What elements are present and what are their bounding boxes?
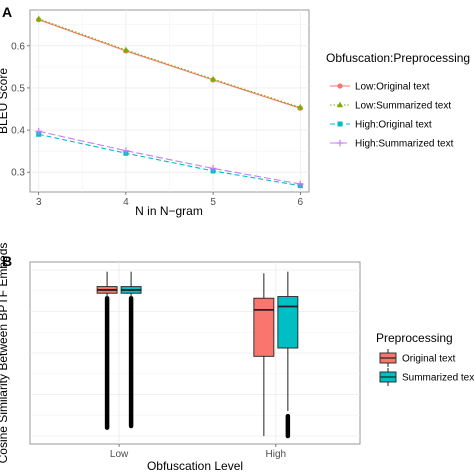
panel-a-y-ticks: 0.3 0.4 0.5 0.6 xyxy=(11,41,30,179)
panel-a-legend-label: Low:Summarized text xyxy=(355,101,451,112)
panel-a-data-point xyxy=(209,165,217,172)
panel-b-y-axis-title: Cosine Similarity Between BPTF Embeds xyxy=(0,243,10,464)
panel-b: B Low High Obfuscation Level Cosine Simil… xyxy=(0,243,474,473)
panel-a-legend-label: High:Original text xyxy=(355,120,432,131)
panel-a-series-line xyxy=(38,18,301,108)
panel-a-data-point xyxy=(296,180,304,188)
panel-a-label: A xyxy=(2,4,12,20)
panel-a-y-tick-label: 0.6 xyxy=(11,41,25,52)
panel-b-x-axis-title: Obfuscation Level xyxy=(147,459,243,473)
panel-b-label: B xyxy=(2,253,12,269)
panel-b-boxes xyxy=(96,271,299,439)
panel-a-y-tick-label: 0.3 xyxy=(11,168,25,179)
panel-b-legend-label: Summarized text xyxy=(402,373,474,384)
panel-b-legend-title: Preprocessing xyxy=(376,331,453,345)
panel-a-x-tick-label: 3 xyxy=(36,197,42,208)
panel-a-data-point xyxy=(35,127,43,135)
panel-a-series-line xyxy=(38,19,301,109)
panel-b-legend: Preprocessing Original text Summarized te… xyxy=(376,331,474,386)
panel-b-box xyxy=(253,297,275,357)
panel-a-series-line xyxy=(38,133,301,187)
panel-a-x-tick-label: 6 xyxy=(298,197,304,208)
panel-a-data-point xyxy=(297,103,304,110)
panel-a-data-point xyxy=(209,75,217,82)
panel-a: A 0.3 0.4 0.5 0.6 3 4 5 6 N in N−gram BLEU Sco… xyxy=(0,4,470,218)
panel-a-legend-label: Low:Original text xyxy=(355,82,430,93)
panel-a-x-tick-label: 4 xyxy=(123,197,129,208)
panel-a-legend-title: Obfuscation:Preprocessing xyxy=(326,51,470,65)
panel-a-y-tick-label: 0.5 xyxy=(11,83,25,94)
panel-a-x-axis-title: N in N−gram xyxy=(135,204,203,218)
panel-b-x-tick-label: Low xyxy=(110,449,129,460)
panel-a-legend-marker xyxy=(337,121,343,127)
panel-b-x-tick-label: High xyxy=(266,449,287,460)
panel-b-box xyxy=(277,296,299,349)
panel-a-data-point xyxy=(122,46,130,53)
panel-a-y-axis-title: BLEU Score xyxy=(0,68,10,134)
panel-a-x-tick-label: 5 xyxy=(210,197,216,208)
panel-a-legend-marker xyxy=(336,101,344,108)
panel-a-legend-label: High:Summarized text xyxy=(355,139,454,150)
panel-a-data-point xyxy=(35,15,42,22)
panel-a-legend-marker xyxy=(336,139,344,147)
panel-b-x-ticks: Low High xyxy=(110,444,286,460)
panel-a-legend: Obfuscation:Preprocessing Low:Original t… xyxy=(326,51,470,150)
panel-b-gridlines xyxy=(30,262,360,444)
panel-a-legend-marker xyxy=(337,83,343,89)
panel-a-gridlines xyxy=(30,10,309,192)
panel-a-data-point xyxy=(122,147,130,155)
panel-a-series xyxy=(35,15,304,189)
panel-b-legend-label: Original text xyxy=(402,354,456,365)
panel-a-x-ticks: 3 4 5 6 xyxy=(36,192,304,208)
panel-a-y-tick-label: 0.4 xyxy=(11,126,25,137)
panel-a-series-line xyxy=(38,130,301,185)
